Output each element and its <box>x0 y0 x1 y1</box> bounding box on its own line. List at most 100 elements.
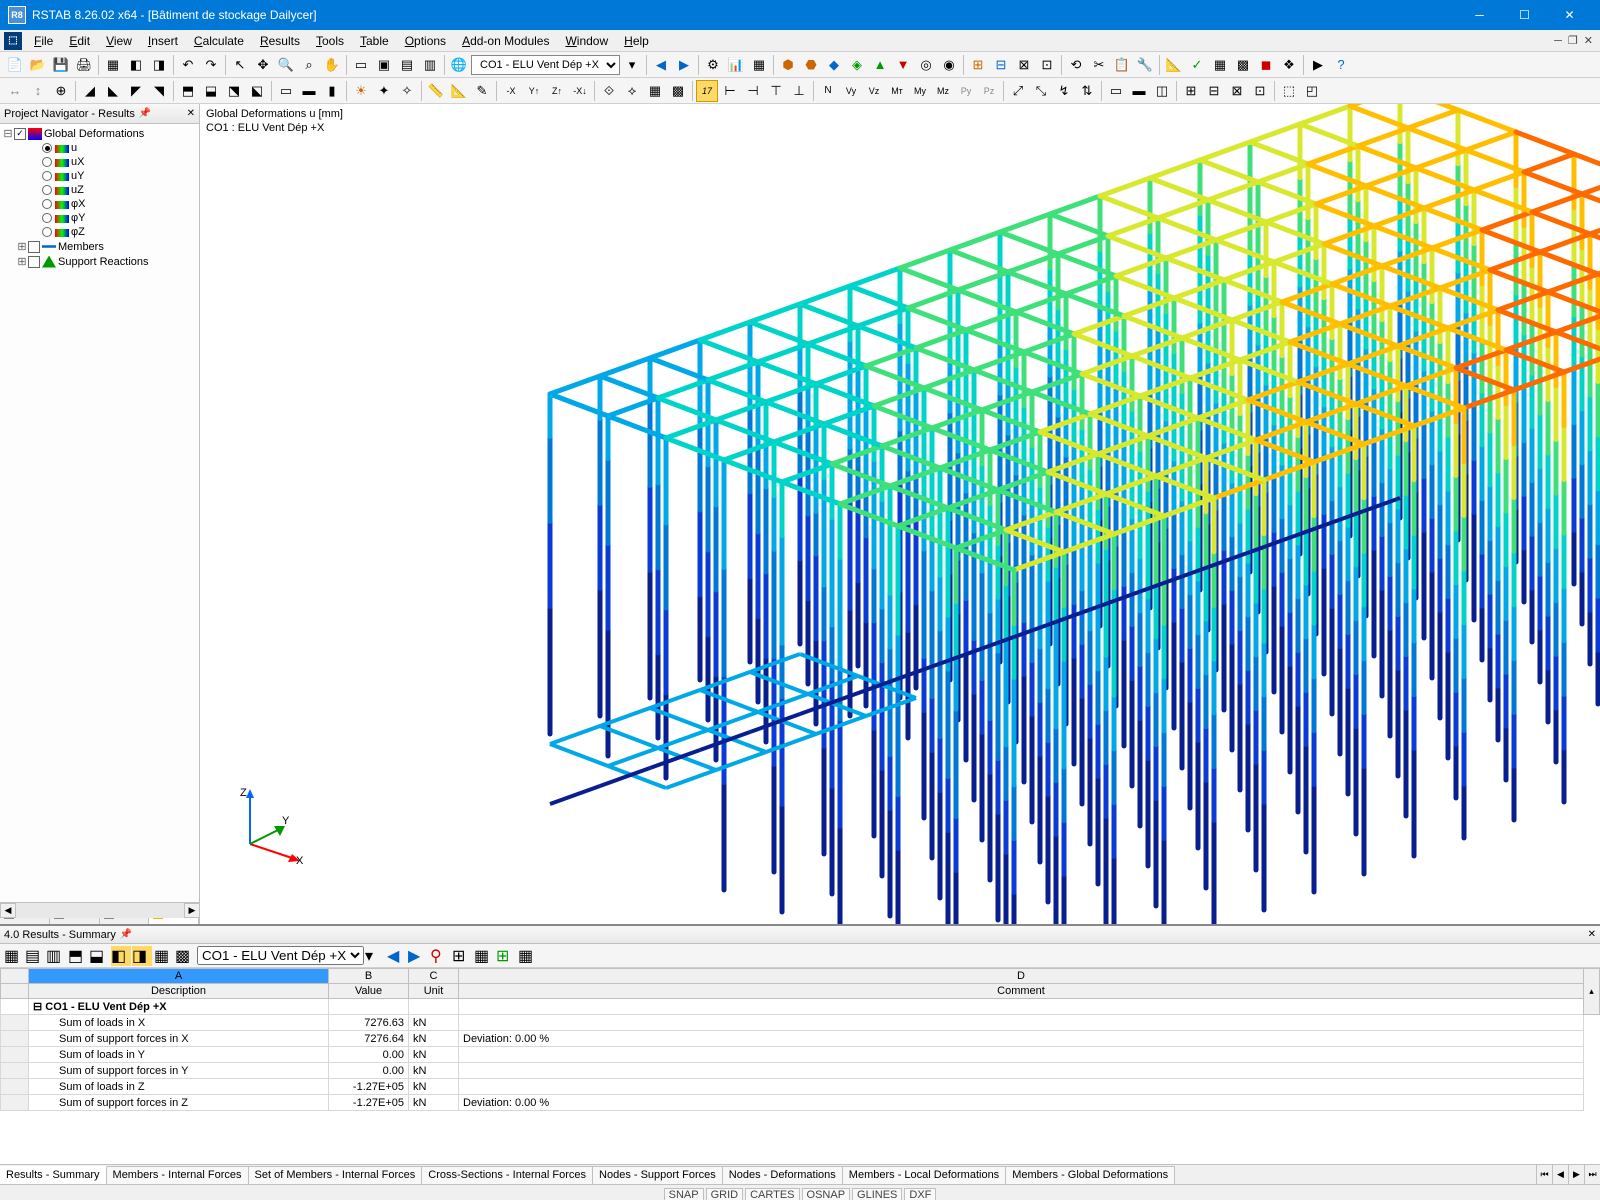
tree-group-support-reactions[interactable]: ⊞Support Reactions <box>2 254 197 269</box>
t2-g-icon[interactable]: ◥ <box>148 80 170 102</box>
col-header-D[interactable]: D <box>459 969 1584 984</box>
t2-Mz-icon[interactable]: Mz <box>932 80 954 102</box>
navigator-icon[interactable]: 🌐 <box>448 54 470 76</box>
tab-next-icon[interactable]: ▶ <box>1568 1165 1584 1184</box>
tool-h-icon[interactable]: ◉ <box>938 54 960 76</box>
pan-icon[interactable]: ✋ <box>321 54 343 76</box>
tree-group-members[interactable]: ⊞Members <box>2 239 197 254</box>
3d-viewport[interactable]: Global Deformations u [mm] CO1 : ELU Ven… <box>200 104 1600 924</box>
t2-N-icon[interactable]: N <box>817 80 839 102</box>
tab-prev-icon[interactable]: ◀ <box>1552 1165 1568 1184</box>
radio-icon[interactable] <box>42 143 52 153</box>
tool-q-icon[interactable]: 📐 <box>1163 54 1185 76</box>
view4-icon[interactable]: ▥ <box>419 54 441 76</box>
t2-c-icon[interactable]: ⊕ <box>50 80 72 102</box>
t2-ao-icon[interactable]: ⊞ <box>1180 80 1202 102</box>
results-tab[interactable]: Members - Local Deformations <box>843 1166 1006 1184</box>
t2-ag-icon[interactable]: ⊥ <box>788 80 810 102</box>
project-icon[interactable]: ◨ <box>148 54 170 76</box>
t2-y-icon[interactable]: ⟐ <box>598 80 620 102</box>
t2-r-icon[interactable]: 📏 <box>425 80 447 102</box>
new-icon[interactable]: 📄 <box>4 54 26 76</box>
t2-i-icon[interactable]: ⬓ <box>200 80 222 102</box>
tab-last-icon[interactable]: ⏭ <box>1584 1165 1600 1184</box>
tree-item-uY[interactable]: uY <box>2 169 197 183</box>
rt-a-icon[interactable]: ▦ <box>4 946 24 966</box>
tree-item-φX[interactable]: φX <box>2 197 197 211</box>
t2-My-icon[interactable]: My <box>909 80 931 102</box>
t2-ak-icon[interactable]: ⇅ <box>1076 80 1098 102</box>
manager-icon[interactable]: ◧ <box>125 54 147 76</box>
save-icon[interactable]: 💾 <box>50 54 72 76</box>
tool-r-icon[interactable]: ✓ <box>1186 54 1208 76</box>
zoom-icon[interactable]: 🔍 <box>275 54 297 76</box>
t2-d-icon[interactable]: ◢ <box>79 80 101 102</box>
menu-add-on-modules[interactable]: Add-on Modules <box>454 32 557 50</box>
next-icon[interactable]: ▶ <box>673 54 695 76</box>
t2-x-icon[interactable]: -X↓ <box>569 80 591 102</box>
rt-j-icon[interactable]: ⊞ <box>452 946 472 966</box>
expand-icon[interactable]: ⊞ <box>16 240 28 253</box>
layers-icon[interactable]: ▦ <box>102 54 124 76</box>
t2-j-icon[interactable]: ⬔ <box>223 80 245 102</box>
radio-icon[interactable] <box>42 171 52 181</box>
tree-item-label[interactable]: uZ <box>71 184 84 196</box>
tool-v-icon[interactable]: ❖ <box>1278 54 1300 76</box>
tool-i-icon[interactable]: ⊞ <box>967 54 989 76</box>
tool-f-icon[interactable]: ▼ <box>892 54 914 76</box>
t2-an-icon[interactable]: ◫ <box>1151 80 1173 102</box>
expand-icon[interactable]: ⊟ <box>2 127 14 140</box>
mdi-restore-icon[interactable]: ❐ <box>1565 34 1581 47</box>
tab-first-icon[interactable]: ⏮ <box>1536 1165 1552 1184</box>
checkbox-icon[interactable] <box>28 256 40 268</box>
t2-ab-icon[interactable]: ▩ <box>667 80 689 102</box>
zoom-window-icon[interactable]: ⌕ <box>298 54 320 76</box>
results-close-icon[interactable]: ✕ <box>1588 929 1596 940</box>
view3-icon[interactable]: ▤ <box>396 54 418 76</box>
results-tab[interactable]: Set of Members - Internal Forces <box>249 1166 423 1184</box>
t2-m-icon[interactable]: ▬ <box>298 80 320 102</box>
tool-t-icon[interactable]: ▩ <box>1232 54 1254 76</box>
radio-icon[interactable] <box>42 227 52 237</box>
tool-s-icon[interactable]: ▦ <box>1209 54 1231 76</box>
tree-item-φY[interactable]: φY <box>2 211 197 225</box>
tree-item-label[interactable]: φX <box>71 198 85 210</box>
tree-root-label[interactable]: Global Deformations <box>44 128 144 140</box>
rt-d-icon[interactable]: ⬒ <box>68 946 88 966</box>
tool-d-icon[interactable]: ◈ <box>846 54 868 76</box>
menu-options[interactable]: Options <box>397 32 454 50</box>
t2-aj-icon[interactable]: ↯ <box>1053 80 1075 102</box>
t2-ad-icon[interactable]: ⊢ <box>719 80 741 102</box>
tree-item-label[interactable]: uX <box>71 156 84 168</box>
t2-ac-icon[interactable]: 17 <box>696 80 718 102</box>
maximize-button[interactable]: ☐ <box>1502 0 1547 30</box>
menu-table[interactable]: Table <box>352 32 397 50</box>
rt-f-icon[interactable]: ◧ <box>111 946 131 966</box>
status-glines[interactable]: GLINES <box>852 1188 902 1200</box>
tree-item-u[interactable]: u <box>2 141 197 155</box>
tool-a-icon[interactable]: ⬢ <box>777 54 799 76</box>
rt-i-icon[interactable]: ▩ <box>175 946 195 966</box>
rt-dd-icon[interactable]: ▾ <box>365 946 385 966</box>
checkbox-icon[interactable]: ✓ <box>14 128 26 140</box>
results-icon[interactable]: 📊 <box>725 54 747 76</box>
expand-icon[interactable]: ⊞ <box>16 255 28 268</box>
results-tab[interactable]: Nodes - Deformations <box>723 1166 843 1184</box>
hscroll-left-icon[interactable]: ◀ <box>0 903 16 918</box>
calc-icon[interactable]: ⚙ <box>702 54 724 76</box>
grid-scrollbar[interactable]: ▴ <box>1584 969 1600 1015</box>
results-tab[interactable]: Results - Summary <box>0 1166 107 1184</box>
t2-z-icon[interactable]: ⟡ <box>621 80 643 102</box>
t2-a-icon[interactable]: ↔ <box>4 80 26 102</box>
t2-f-icon[interactable]: ◤ <box>125 80 147 102</box>
menu-edit[interactable]: Edit <box>61 32 98 50</box>
rt-excel-icon[interactable]: ⊞ <box>496 946 516 966</box>
hscroll-right-icon[interactable]: ▶ <box>184 903 200 918</box>
t2-at-icon[interactable]: ◰ <box>1301 80 1323 102</box>
t2-ae-icon[interactable]: ⊣ <box>742 80 764 102</box>
tool-j-icon[interactable]: ⊟ <box>990 54 1012 76</box>
col-header-B[interactable]: B <box>329 969 409 984</box>
menu-insert[interactable]: Insert <box>140 32 186 50</box>
tool-o-icon[interactable]: 📋 <box>1111 54 1133 76</box>
tool-n-icon[interactable]: ✂ <box>1088 54 1110 76</box>
